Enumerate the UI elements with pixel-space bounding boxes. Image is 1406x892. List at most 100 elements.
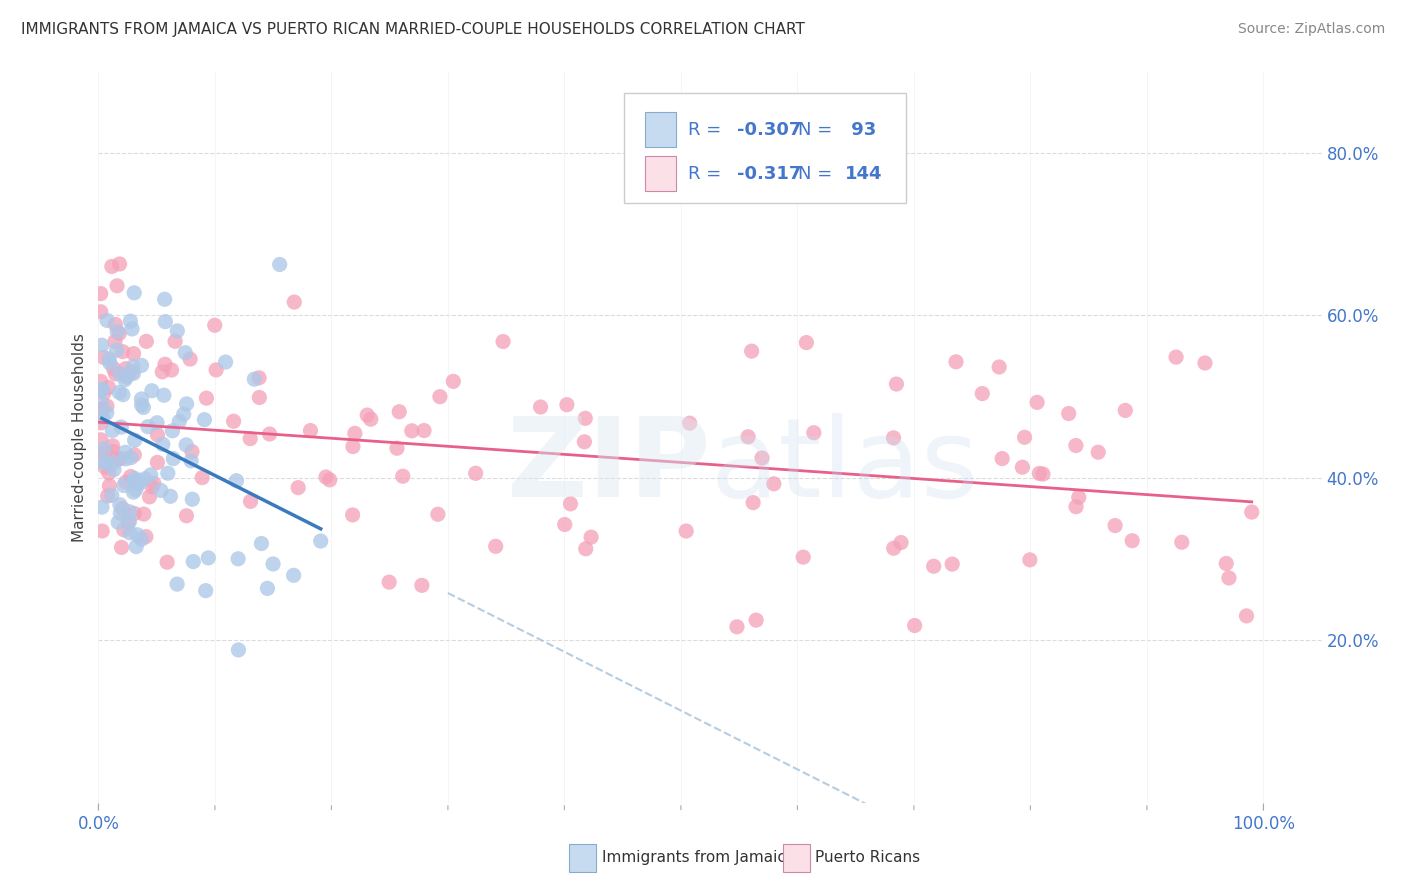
Point [108, 326, 131, 341]
Point [124, 474, 146, 488]
Point [115, 475, 138, 489]
Point [174, 345, 197, 359]
Point [283, 568, 305, 582]
Point [972, 386, 994, 401]
Point [103, 361, 125, 376]
Text: R =: R = [688, 165, 727, 183]
Point [464, 467, 486, 481]
Point [204, 318, 226, 333]
Point [159, 489, 181, 503]
Point [378, 575, 401, 590]
Y-axis label: Married-couple Households: Married-couple Households [72, 333, 87, 541]
Bar [569, 845, 596, 872]
Point [575, 541, 598, 556]
Point [1057, 407, 1080, 421]
Point [96, 399, 118, 413]
Point [132, 401, 155, 415]
Point [725, 620, 748, 634]
Point [675, 524, 697, 538]
Point [90, 305, 112, 319]
Point [108, 451, 131, 466]
Point [1067, 491, 1090, 505]
Point [128, 474, 150, 488]
Point [103, 456, 125, 470]
Point [679, 416, 702, 430]
Point [114, 373, 136, 387]
Point [125, 540, 148, 554]
Point [96, 456, 118, 470]
Point [191, 470, 214, 484]
Point [988, 359, 1011, 374]
Point [108, 367, 131, 381]
Point [169, 415, 191, 429]
Point [360, 412, 382, 426]
Point [176, 397, 198, 411]
Point [131, 392, 153, 406]
Point [155, 315, 177, 329]
Point [90, 375, 112, 389]
Point [91, 410, 114, 425]
Point [1064, 438, 1087, 452]
Point [111, 501, 134, 516]
Text: N =: N = [799, 121, 838, 139]
Point [156, 555, 179, 569]
Point [122, 359, 145, 374]
Point [118, 515, 141, 529]
Point [156, 466, 179, 480]
Point [122, 367, 145, 381]
Point [90, 416, 112, 430]
Point [904, 618, 927, 632]
Point [413, 424, 436, 438]
Point [141, 384, 163, 398]
Point [356, 408, 378, 422]
Point [90, 286, 112, 301]
Point [118, 525, 141, 540]
Point [150, 365, 173, 379]
Point [239, 494, 262, 508]
Point [104, 334, 127, 349]
Point [114, 445, 136, 459]
Point [124, 483, 146, 497]
Point [574, 411, 596, 425]
Point [1194, 356, 1216, 370]
Point [115, 370, 138, 384]
Point [90, 396, 112, 410]
Point [114, 451, 136, 466]
Bar [645, 156, 676, 191]
Point [90, 402, 112, 417]
Point [146, 416, 169, 430]
Point [742, 495, 765, 509]
Point [107, 451, 129, 466]
Point [181, 444, 204, 458]
Point [94, 460, 117, 475]
Text: atlas: atlas [710, 413, 979, 520]
Point [122, 285, 145, 300]
Point [122, 485, 145, 500]
Point [135, 530, 157, 544]
Text: R =: R = [688, 121, 727, 139]
Point [101, 439, 124, 453]
Point [441, 375, 464, 389]
Point [180, 454, 202, 468]
Point [121, 322, 143, 336]
Point [560, 497, 582, 511]
Point [108, 385, 131, 400]
Point [90, 338, 112, 352]
Point [97, 489, 120, 503]
Point [193, 412, 215, 426]
Point [269, 257, 291, 271]
Point [1240, 505, 1263, 519]
Point [153, 388, 176, 402]
Point [120, 469, 142, 483]
Point [529, 400, 551, 414]
Point [941, 557, 963, 571]
Point [120, 450, 142, 465]
Text: ZIP: ZIP [506, 413, 710, 520]
Point [745, 613, 768, 627]
Point [120, 314, 142, 328]
Point [141, 480, 163, 494]
Point [103, 462, 125, 476]
Point [134, 472, 156, 486]
Point [803, 425, 825, 440]
Point [1215, 557, 1237, 571]
